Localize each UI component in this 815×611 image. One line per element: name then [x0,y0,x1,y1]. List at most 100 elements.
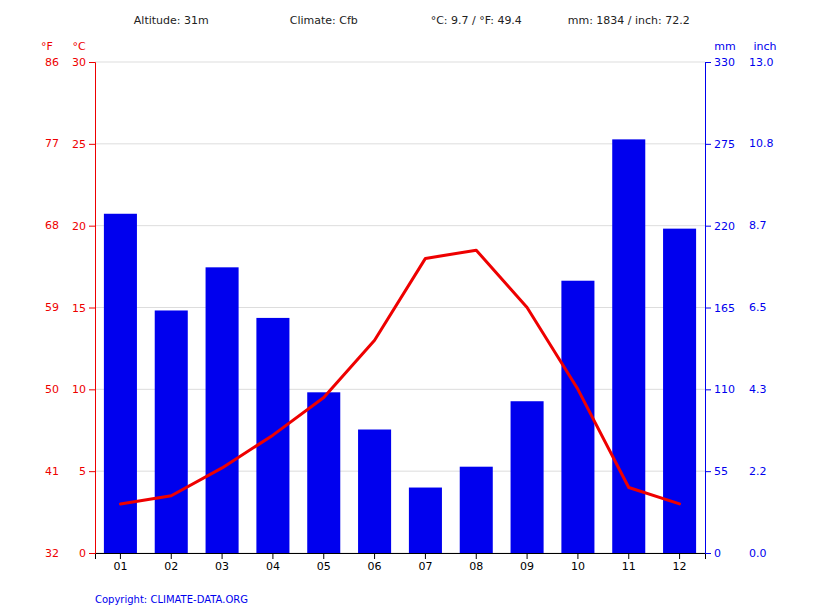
tick-mark [705,389,711,390]
tick: 25 [72,138,95,151]
alt-tick-label: 41 [45,465,59,478]
tick-label: 03 [215,560,229,573]
tick-label: 04 [266,560,280,573]
tick: 30 [72,56,95,69]
tick: 10 [72,383,95,396]
tick-label: 12 [673,560,687,573]
bar [155,310,188,553]
annotation: °C: 9.7 / °F: 49.4 [431,14,522,27]
tick-label: 30 [72,56,86,69]
tick-mark [89,226,95,227]
tick: 15 [72,302,95,315]
tick-mark [171,553,172,559]
tick-mark [120,553,121,559]
tick-mark [577,553,578,559]
axis-label: °F [41,40,53,53]
tick-mark [705,62,711,63]
alt-tick-label: 86 [45,56,59,69]
y2-axis: 0 55 110 165 220 275 330 [705,56,735,560]
alt-tick-label: 13.0 [749,56,774,69]
tick-mark [222,553,223,559]
tick: 10 [571,553,585,573]
tick-label: 15 [72,302,86,315]
annotation: mm: 1834 / inch: 72.2 [568,14,690,27]
tick-mark [527,553,528,559]
grid [95,62,705,553]
alt-tick-label: 50 [45,383,59,396]
tick-label: 165 [714,302,735,315]
tick-label: 110 [714,383,735,396]
tick-mark [89,308,95,309]
axis-line [96,554,706,560]
chart: 0102030405060708091011120510152025300551… [0,0,815,611]
axis-label: inch [753,40,776,53]
tick: 55 [705,465,728,478]
annotation: Climate: Cfb [290,14,358,27]
tick-label: 5 [79,465,86,478]
tick-label: 11 [622,560,636,573]
tick-label: 10 [72,383,86,396]
tick: 165 [705,302,735,315]
alt-tick-label: 2.2 [749,465,767,478]
x-axis: 010203040506070809101112 [96,553,706,573]
bar [511,401,544,553]
alt-tick-label: 8.7 [749,219,767,232]
tick-label: 330 [714,56,735,69]
tick-label: 10 [571,560,585,573]
tick-label: 220 [714,220,735,233]
tick-mark [705,471,711,472]
tick: 5 [79,465,95,478]
tick-mark [705,226,711,227]
tick-mark [89,389,95,390]
tick: 110 [705,383,735,396]
tick: 07 [418,553,432,573]
bar-series [104,139,696,553]
tick: 01 [113,553,127,573]
alt-tick-label: 32 [45,547,59,560]
tick-mark [89,62,95,63]
bar [358,430,391,553]
tick-label: 25 [72,138,86,151]
tick: 04 [266,553,280,573]
tick: 0 [79,547,95,560]
alt-tick-label: 77 [45,137,59,150]
y-axis: 0 5 10 15 20 25 30 [72,56,96,560]
caption: Copyright: CLIMATE-DATA.ORG [95,594,248,605]
tick: 02 [164,553,178,573]
line [120,250,679,504]
tick-mark [476,553,477,559]
axis-line [89,63,96,554]
tick-mark [679,553,680,559]
tick-mark [705,144,711,145]
tick-label: 20 [72,220,86,233]
tick: 09 [520,553,534,573]
bar [460,467,493,553]
tick: 0 [705,547,721,560]
tick-mark [323,553,324,559]
alt-tick-label: 4.3 [749,383,767,396]
tick-mark [705,553,711,554]
tick-label: 09 [520,560,534,573]
texts: 32415059687786°F0.02.24.36.58.710.813.0i… [41,14,776,605]
tick-mark [89,144,95,145]
tick: 275 [705,138,735,151]
tick: 220 [705,220,735,233]
alt-tick-label: 6.5 [749,301,767,314]
tick-label: 06 [368,560,382,573]
tick-label: 0 [714,547,721,560]
tick-mark [89,553,95,554]
tick: 12 [673,553,687,573]
bar [307,392,340,553]
alt-tick-label: 59 [45,301,59,314]
tick-mark [628,553,629,559]
axis-line [706,63,712,554]
bar [561,281,594,553]
tick-label: 275 [714,138,735,151]
tick-label: 55 [714,465,728,478]
grid-line [95,62,705,63]
tick-label: 01 [113,560,127,573]
axis-label: mm [714,40,735,53]
tick-label: 05 [317,560,331,573]
bar [409,488,442,553]
tick-mark [705,308,711,309]
